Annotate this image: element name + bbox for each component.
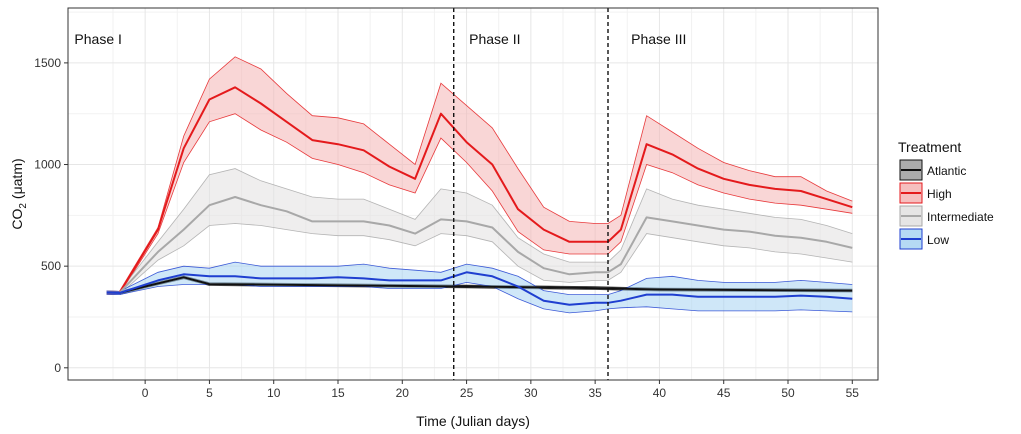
phase-label-phase-i: Phase I	[74, 31, 121, 47]
intermediate-band-upper-edge	[106, 168, 853, 292]
legend-label-high: High	[927, 187, 952, 201]
y-tick-label: 500	[41, 259, 61, 273]
y-axis-title-unit: (μatm)	[9, 158, 25, 199]
x-tick-label: 15	[331, 386, 345, 400]
y-tick-label: 1000	[34, 158, 61, 172]
intermediate-band-lower-edge	[106, 223, 853, 296]
y-axis-title: CO2 (μatm)	[9, 158, 29, 229]
intermediate-line	[106, 196, 853, 294]
high-band-lower-edge	[106, 113, 853, 296]
y-tick-label: 0	[54, 361, 61, 375]
low-line	[106, 271, 853, 306]
legend-title: Treatment	[898, 139, 961, 155]
x-axis-title: Time (Julian days)	[416, 413, 530, 429]
phase-labels: Phase I Phase II Phase III	[74, 31, 686, 47]
x-tick-label: 20	[396, 386, 410, 400]
phase-label-phase-iii: Phase III	[631, 31, 686, 47]
x-tick-label: 50	[781, 386, 795, 400]
legend-label-low: Low	[927, 233, 949, 247]
y-axis-ticks: 0 500 1000 1500	[34, 56, 68, 375]
x-axis-ticks: 0 5 10 15 20 25 30 35 40 45 50 55	[142, 380, 859, 400]
y-axis-title-main: CO	[9, 209, 25, 230]
high-band	[106, 56, 853, 295]
legend-label-intermediate: Intermediate	[927, 210, 994, 224]
intermediate-band	[106, 168, 853, 295]
x-tick-label: 5	[206, 386, 213, 400]
x-tick-label: 45	[717, 386, 731, 400]
plot-panel-border	[67, 7, 879, 381]
x-tick-label: 35	[588, 386, 602, 400]
legend-items: Atlantic High Intermediate Low	[899, 159, 994, 250]
legend-label-atlantic: Atlantic	[927, 164, 966, 178]
low-band-upper-edge	[106, 261, 853, 296]
x-tick-label: 40	[653, 386, 667, 400]
x-tick-label: 55	[846, 386, 860, 400]
low-band	[106, 262, 853, 313]
phase-label-phase-ii: Phase II	[469, 31, 520, 47]
phase-dividers	[453, 8, 609, 380]
x-tick-label: 30	[524, 386, 538, 400]
high-band-upper-edge	[106, 56, 853, 292]
y-tick-label: 1500	[34, 56, 61, 70]
y-axis-title-subscript: 2	[18, 203, 29, 209]
x-tick-label: 10	[267, 386, 281, 400]
legend: Treatment Atlantic High Intermediate Low	[898, 139, 994, 250]
high-line	[106, 86, 853, 294]
x-tick-label: 0	[142, 386, 149, 400]
series-lines	[106, 86, 853, 306]
x-tick-label: 25	[460, 386, 474, 400]
